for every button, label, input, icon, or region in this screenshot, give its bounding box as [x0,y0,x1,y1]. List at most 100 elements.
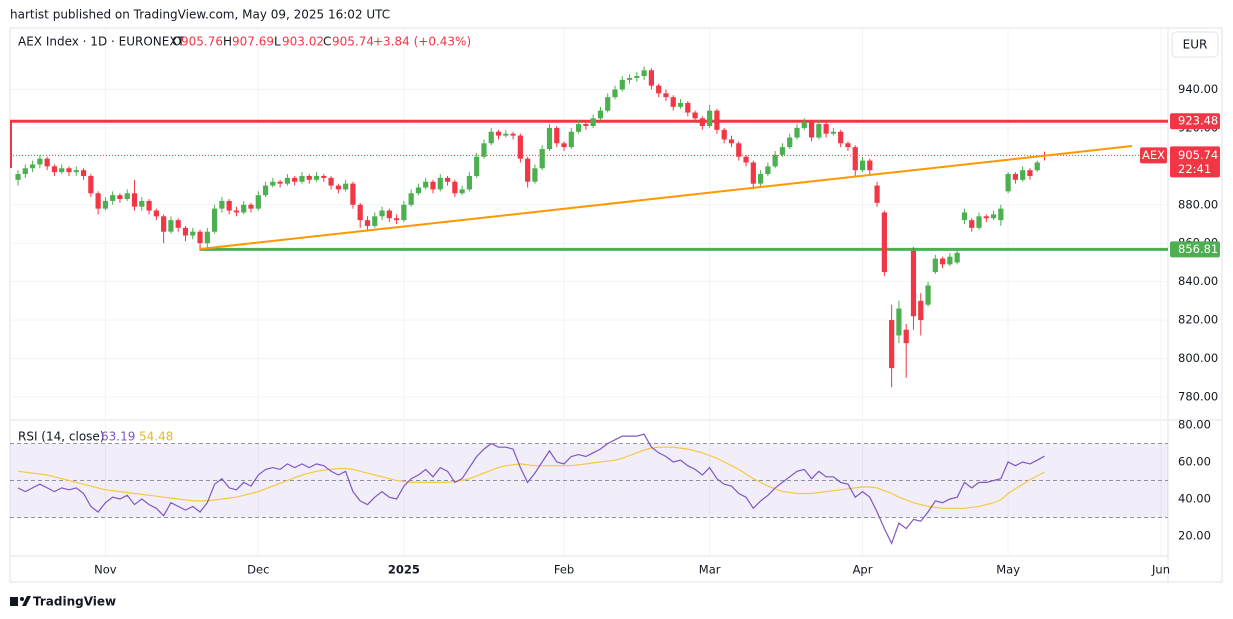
x-tick-label: May [996,563,1020,577]
candle-body [794,127,800,138]
tags: 940.00920.00880.00860.00840.00820.00800.… [94,82,1220,577]
candle-body [532,168,538,182]
rsi-title: RSI (14, close) [18,430,104,444]
candle-body [161,216,167,232]
candle-body [1020,170,1026,180]
candle-body [728,139,735,144]
candle-body [22,168,28,175]
symbol-tag [1140,147,1167,164]
candle-body [343,183,349,190]
price-tag-label: 905.74 [1178,148,1218,162]
candle-body [204,231,210,244]
candle-body [1005,174,1011,192]
candle-body [896,308,902,336]
candle-body [699,118,705,126]
candle-body [357,204,363,221]
candle-body [379,210,385,217]
candle-body [30,164,36,169]
candle-body [306,175,312,180]
candle-body [102,200,108,209]
grid [10,28,1168,556]
rsi-tick-label: 20.00 [1178,529,1211,543]
candle-body [721,129,727,140]
candle-body [845,143,851,148]
x-tick-label: Mar [699,563,721,577]
x-tick-label: Jun [1151,563,1170,577]
legend-symbol: AEX Index · 1D · EURONEXT [18,35,185,49]
candle-body [656,85,662,94]
candle-body [561,143,567,148]
countdown-label: 22:41 [1178,162,1211,176]
candle-body [852,147,858,171]
candle-body [255,195,261,209]
candle-body [663,93,669,98]
candle-body [350,183,356,205]
legend-l: L [274,35,281,49]
candle-body [816,124,822,138]
candle-body [612,89,618,98]
candle-body [765,166,771,175]
candle-body [714,110,720,130]
legend-change: +3.84 (+0.43%) [373,35,471,49]
candle-body [889,320,895,369]
x-tick-label: Nov [94,563,117,577]
candle-body [881,212,887,273]
candle-body [219,200,225,209]
candle-body [364,220,371,226]
candle-body [88,175,94,194]
candle-body [401,204,407,221]
y-tick-label: 940.00 [1178,82,1218,96]
candle-body [685,102,691,113]
candle-body [859,160,866,171]
y-tick-label: 820.00 [1178,313,1218,327]
candle-body [335,185,341,190]
candle-body [874,185,880,203]
candle-body [153,210,159,217]
x-tick-label: 2025 [388,563,420,577]
candle-body [692,112,698,119]
candle-body [15,174,21,180]
y-tick-label: 840.00 [1178,274,1218,288]
currency-label[interactable]: EUR [1183,38,1208,52]
candle-body [925,285,931,305]
candle-body [750,162,756,184]
candle-body [284,177,290,184]
candle-body [248,204,254,209]
x-tick-label: Dec [247,563,269,577]
candle-body [626,77,633,80]
legend-o: O [172,35,181,49]
candle-body [779,147,786,155]
candle-body [437,177,443,190]
candle-body [95,193,101,209]
price-tag [1170,146,1220,178]
candle-body [605,97,611,111]
candle-body [277,181,283,184]
trendline [199,145,1133,250]
candle-body [743,156,749,163]
symbol-tag-label: AEX [1142,148,1165,162]
currency-button[interactable] [1171,31,1219,58]
candle-body [641,70,647,77]
candle-body [51,166,58,173]
y-tick-label: 800.00 [1178,351,1218,365]
candle-body [386,210,392,219]
x-tick-label: Feb [554,563,574,577]
candle-body [423,181,429,188]
candle-body [124,193,130,200]
candle-body [452,181,458,194]
candle-body [677,102,684,107]
candle-body [372,216,378,226]
candle-body [190,231,196,236]
candle-body [619,79,625,90]
level-tag-label: 856.81 [1178,242,1218,256]
candle-body [175,220,181,228]
candle-body [415,187,422,194]
candle-body [910,250,917,317]
candle-body [583,124,589,126]
x-tick-label: Apr [853,563,873,577]
level-tag [1170,113,1220,130]
candle-body [59,168,65,173]
brand-name: TradingView [33,595,116,609]
